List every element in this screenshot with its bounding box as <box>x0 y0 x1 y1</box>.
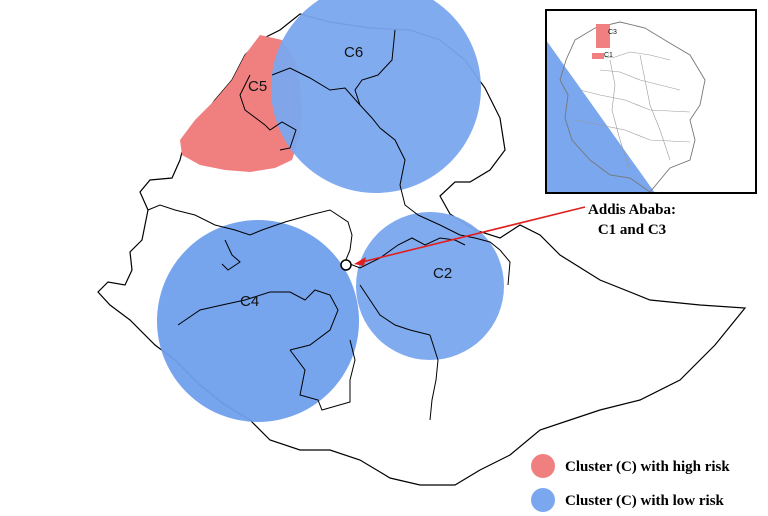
inset-label-c1: C1 <box>604 52 613 59</box>
cluster-label-c5: C5 <box>248 78 267 95</box>
inset-c1-area <box>592 53 604 59</box>
cluster-c2-area <box>356 212 504 360</box>
legend-low-label: Cluster (C) with low risk <box>565 493 725 509</box>
addis-ababa-arrow <box>354 206 586 266</box>
legend-low-swatch <box>531 488 555 512</box>
cluster-label-c4: C4 <box>240 293 259 310</box>
legend: Cluster (C) with high risk Cluster (C) w… <box>531 454 730 512</box>
legend-high-label: Cluster (C) with high risk <box>565 459 730 475</box>
annotation-line-2: C1 and C3 <box>598 222 666 238</box>
inset-city-outline <box>559 21 706 193</box>
cluster-c5-area <box>180 35 302 172</box>
addis-ababa-marker <box>340 259 352 271</box>
cluster-c4-area <box>157 220 359 422</box>
legend-high-swatch <box>531 454 555 478</box>
region-boundaries <box>147 29 511 421</box>
inset-label-c3: C3 <box>608 29 617 36</box>
annotation-line-1: Addis Ababa: <box>588 202 676 218</box>
inset-c3-area <box>596 24 610 48</box>
cluster-label-c6: C6 <box>344 44 363 61</box>
cluster-c6-area <box>271 0 481 193</box>
cluster-label-c2: C2 <box>433 265 452 282</box>
addis-ababa-inset: C3 C1 <box>545 9 757 194</box>
inset-frame <box>545 9 757 194</box>
